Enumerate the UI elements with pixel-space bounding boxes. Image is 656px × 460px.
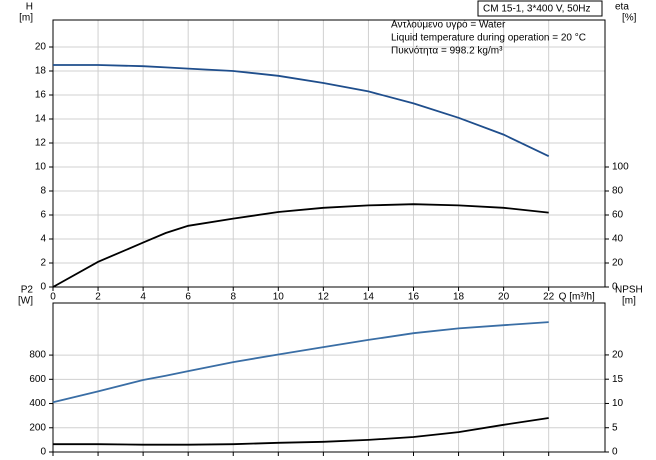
x-tick-label: 2	[95, 292, 101, 303]
y2-tick-label: 0	[612, 282, 618, 293]
y2-tick-label: 80	[612, 186, 624, 197]
x-tick-label: 0	[50, 292, 56, 303]
x-tick-label: 16	[408, 292, 420, 303]
y-tick-label: 2	[40, 258, 46, 269]
y-tick-label: 18	[35, 66, 47, 77]
y2-axis-unit: [m]	[622, 296, 636, 307]
y-tick-label: 10	[35, 162, 47, 173]
y-tick-label: 20	[35, 42, 47, 53]
curve-eta	[52, 203, 549, 288]
y-tick-label: 12	[35, 138, 47, 149]
y-tick-label: 400	[29, 398, 46, 409]
y2-tick-label: 20	[612, 258, 624, 269]
y-tick-label: 800	[29, 350, 46, 361]
model-label: CM 15-1, 3*400 V, 50Hz	[483, 4, 590, 15]
model-box	[477, 0, 603, 17]
x-tick-label: 6	[185, 292, 191, 303]
y2-tick-label: 20	[612, 350, 624, 361]
y-axis-unit: [m]	[19, 13, 33, 24]
y2-tick-label: 0	[612, 447, 618, 458]
y2-tick-label: 10	[612, 398, 624, 409]
curve-p2	[52, 321, 549, 404]
info-box: CM 15-1, 3*400 V, 50Hz	[477, 0, 603, 17]
y-axis-title: H	[26, 2, 33, 13]
y-tick-label: 8	[40, 186, 46, 197]
x-tick-label: 22	[543, 292, 555, 303]
y-tick-label: 6	[40, 210, 46, 221]
x-tick-label: 14	[363, 292, 375, 303]
x-axis-title: Q [m³/h]	[559, 292, 595, 303]
x-tick-label: 8	[230, 292, 236, 303]
y-tick-label: 4	[40, 234, 46, 245]
y2-tick-label: 100	[612, 162, 629, 173]
y-tick-label: 0	[40, 282, 46, 293]
x-tick-label: 4	[140, 292, 146, 303]
x-tick-label: 18	[453, 292, 465, 303]
y-tick-label: 0	[40, 447, 46, 458]
y-axis-unit: [W]	[18, 296, 33, 307]
note: Αντλούμενο υγρό = Water	[391, 19, 506, 31]
x-tick-label: 12	[318, 292, 330, 303]
y2-tick-label: 15	[612, 374, 624, 385]
y-tick-label: 14	[35, 114, 47, 125]
y2-axis-title: eta	[615, 2, 629, 13]
y2-tick-label: 40	[612, 234, 624, 245]
plot-frame	[52, 19, 606, 288]
y2-axis-title: NPSH	[615, 285, 643, 296]
plot-frame	[52, 302, 606, 453]
x-tick-label: 10	[273, 292, 285, 303]
note: Πυκνότητα = 998.2 kg/m³	[391, 45, 503, 57]
y-tick-label: 600	[29, 374, 46, 385]
y-axis-title: P2	[21, 285, 34, 296]
y-tick-label: 200	[29, 422, 46, 433]
y2-tick-label: 60	[612, 210, 624, 221]
y2-tick-label: 5	[612, 422, 618, 433]
curve-h	[53, 64, 550, 158]
note: Liquid temperature during operation = 20…	[391, 33, 586, 44]
x-tick-label: 20	[498, 292, 510, 303]
y-tick-label: 16	[35, 90, 47, 101]
curve-npsh	[53, 417, 549, 446]
y2-axis-unit: [%]	[622, 13, 637, 24]
